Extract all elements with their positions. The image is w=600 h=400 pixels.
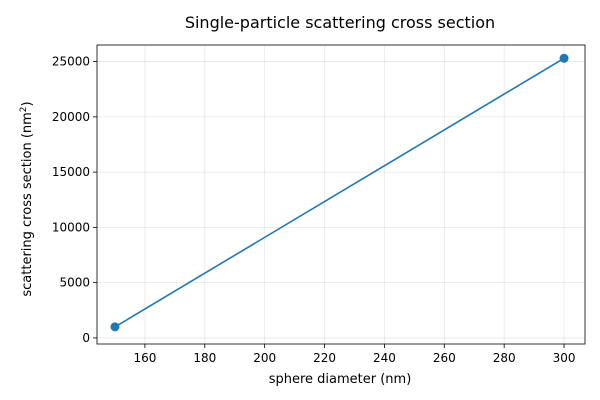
x-tick-label-0: 160	[133, 351, 156, 365]
series-0-line	[114, 57, 565, 328]
y-tick-label-1: 5000	[59, 276, 90, 290]
y-tick-label-0: 0	[82, 331, 90, 345]
plot-frame	[96, 44, 586, 345]
y-axis-label: scattering cross section (nm2)	[19, 101, 35, 296]
series-0-point-0	[110, 322, 120, 332]
x-tick-label-6: 280	[493, 351, 516, 365]
x-tick-label-5: 260	[433, 351, 456, 365]
chart-title: Single-particle scattering cross section	[185, 13, 495, 32]
x-axis-label: sphere diameter (nm)	[269, 372, 412, 387]
series-layer	[110, 53, 569, 332]
series-0-point-1	[559, 53, 569, 63]
x-tick-label-1: 180	[193, 351, 216, 365]
axis-ticks: 160 180 200 220 240 260 280 300 0 5000 10000 15000 2…	[52, 55, 576, 365]
y-tick-label-2: 10000	[52, 220, 90, 234]
x-tick-label-3: 220	[313, 351, 336, 365]
x-tick-label-7: 300	[553, 351, 576, 365]
y-axis-label-main: scattering cross section (nm	[20, 112, 35, 296]
y-tick-label-4: 20000	[52, 110, 90, 124]
x-tick-label-2: 200	[253, 351, 276, 365]
y-axis-label-close: )	[20, 101, 35, 106]
y-tick-label-5: 25000	[52, 55, 90, 69]
x-tick-label-4: 240	[373, 351, 396, 365]
y-axis-label-sup: 2	[19, 106, 29, 112]
y-tick-label-3: 15000	[52, 165, 90, 179]
grid	[97, 45, 585, 344]
